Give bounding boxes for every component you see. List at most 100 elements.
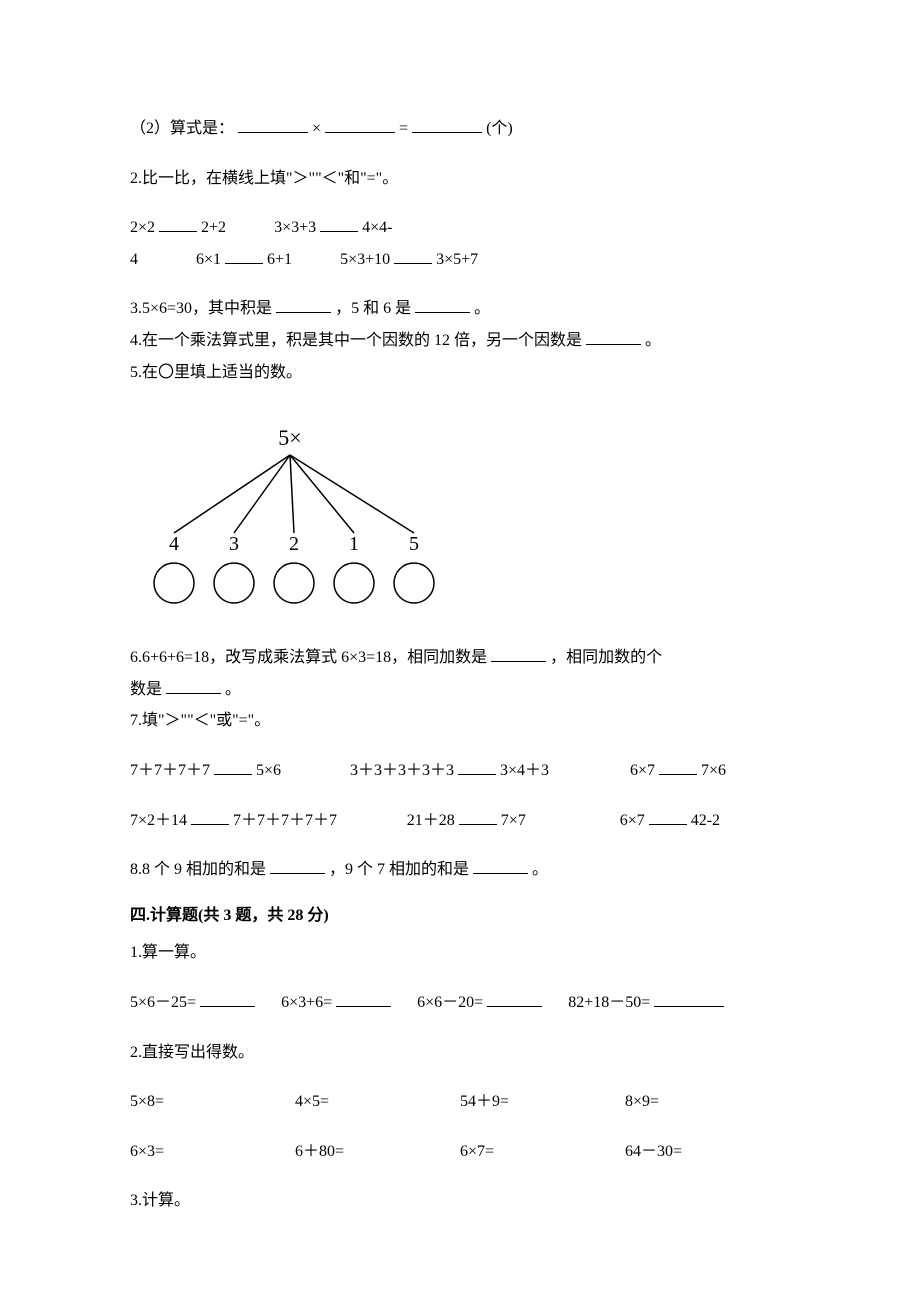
q7-r1-0-r: 5×6 — [256, 762, 281, 779]
q7-r2-1-r: 7×7 — [501, 812, 526, 829]
q2-row2b-left: 5×3+10 — [340, 251, 390, 268]
q-expr-line: （2）算式是： × = (个) — [130, 116, 790, 142]
fill-blank[interactable] — [458, 758, 496, 775]
section4-s1-row: 5×6－25= 6×3+6= 6×6－20= 82+18－50= — [130, 990, 790, 1016]
q-expr-prefix: （2）算式是： — [130, 120, 234, 137]
q7-r2-2-r: 42-2 — [691, 812, 720, 829]
q2-row2a-right: 6+1 — [267, 251, 292, 268]
tree-diagram-svg: 5× 4 3 2 1 5 — [130, 415, 450, 615]
fill-blank[interactable] — [276, 296, 331, 313]
fill-blank[interactable] — [659, 758, 697, 775]
q7-r2-1-l: 21＋28 — [407, 812, 455, 829]
q2-row2b-right: 3×5+7 — [436, 251, 478, 268]
fill-blank[interactable] — [159, 215, 197, 232]
fill-blank[interactable] — [487, 990, 542, 1007]
q4-line: 4.在一个乘法算式里，积是其中一个因数的 12 倍，另一个因数是 。 — [130, 328, 790, 354]
s2-r1-3: 8×9= — [625, 1089, 790, 1115]
fill-blank[interactable] — [394, 247, 432, 264]
s2-r2-3: 64－30= — [625, 1139, 790, 1165]
fill-blank[interactable] — [649, 808, 687, 825]
svg-text:2: 2 — [289, 533, 299, 555]
q7-row2: 7×2＋14 7＋7＋7＋7＋7 21＋28 7×7 6×7 42-2 — [130, 808, 790, 834]
q7-row1: 7＋7＋7＋7 5×6 3＋3＋3＋3＋3 3×4＋3 6×7 7×6 — [130, 758, 790, 784]
fill-blank[interactable] — [214, 758, 252, 775]
q7-r2-0-l: 7×2＋14 — [130, 812, 187, 829]
q-expr-suffix: (个) — [486, 120, 513, 137]
q2-row1b-left: 3×3+3 — [274, 219, 316, 236]
q7-r1-2-r: 7×6 — [701, 762, 726, 779]
section4-s2-row1: 5×8= 4×5= 54＋9= 8×9= — [130, 1089, 790, 1115]
s2-r2-1: 6＋80= — [295, 1139, 460, 1165]
q6-a: 6.6+6+6=18，改写成乘法算式 6×3=18，相同加数是 — [130, 649, 487, 666]
svg-text:5: 5 — [409, 533, 419, 555]
fill-blank[interactable] — [238, 116, 308, 133]
s1-item1: 6×3+6= — [281, 994, 332, 1011]
q7-r1-0-l: 7＋7＋7＋7 — [130, 762, 210, 779]
s2-r1-1: 4×5= — [295, 1089, 460, 1115]
q5-diagram: 5× 4 3 2 1 5 — [130, 415, 790, 615]
fill-blank[interactable] — [586, 328, 641, 345]
q4-a: 4.在一个乘法算式里，积是其中一个因数的 12 倍，另一个因数是 — [130, 332, 582, 349]
fill-blank[interactable] — [200, 990, 255, 1007]
s2-r2-2: 6×7= — [460, 1139, 625, 1165]
q6-line2: 数是 。 — [130, 677, 790, 703]
q2-row1: 2×2 2+2 3×3+3 4×4- — [130, 215, 790, 241]
q2-row2a-left: 6×1 — [196, 251, 221, 268]
q2-row1a-right: 2+2 — [201, 219, 226, 236]
fill-blank[interactable] — [459, 808, 497, 825]
fill-blank[interactable] — [412, 116, 482, 133]
section4-s2-row2: 6×3= 6＋80= 6×7= 64－30= — [130, 1139, 790, 1165]
fill-blank[interactable] — [320, 215, 358, 232]
s2-r1-2: 54＋9= — [460, 1089, 625, 1115]
q7-r1-1-r: 3×4＋3 — [500, 762, 549, 779]
q6-c: 数是 — [130, 681, 162, 698]
fill-blank[interactable] — [473, 857, 528, 874]
q2-row2-first: 4 — [130, 251, 138, 268]
s2-r1-0: 5×8= — [130, 1089, 295, 1115]
q3-a: 3.5×6=30，其中积是 — [130, 300, 272, 317]
s2-r2-0: 6×3= — [130, 1139, 295, 1165]
fill-blank[interactable] — [491, 645, 546, 662]
q2-row2: 4 6×1 6+1 5×3+10 3×5+7 — [130, 247, 790, 273]
q7-r1-2-l: 6×7 — [630, 762, 655, 779]
fill-blank[interactable] — [225, 247, 263, 264]
document-page: （2）算式是： × = (个) 2.比一比，在横线上填"＞""＜"和"="。 2… — [0, 0, 920, 1302]
section4-s1-label: 1.算一算。 — [130, 940, 790, 966]
fill-blank[interactable] — [336, 990, 391, 1007]
s1-item0: 5×6－25= — [130, 994, 196, 1011]
section4-s3-label: 3.计算。 — [130, 1188, 790, 1214]
fill-blank[interactable] — [270, 857, 325, 874]
q-expr-mid1: × — [312, 120, 321, 137]
q2-row1a-left: 2×2 — [130, 219, 155, 236]
fill-blank[interactable] — [325, 116, 395, 133]
svg-text:3: 3 — [229, 533, 239, 555]
q-expr-mid2: = — [399, 120, 408, 137]
fill-blank[interactable] — [415, 296, 470, 313]
q6-d: 。 — [225, 681, 241, 698]
q3-c: 。 — [474, 300, 490, 317]
q2-row1b-right: 4×4- — [362, 219, 392, 236]
q6-line1: 6.6+6+6=18，改写成乘法算式 6×3=18，相同加数是 ，相同加数的个 — [130, 645, 790, 671]
svg-text:5×: 5× — [278, 425, 301, 450]
q3-b: ，5 和 6 是 — [335, 300, 411, 317]
fill-blank[interactable] — [191, 808, 229, 825]
q3-line: 3.5×6=30，其中积是 ，5 和 6 是 。 — [130, 296, 790, 322]
s1-item3: 82+18－50= — [568, 994, 650, 1011]
q8-line: 8.8 个 9 相加的和是 ，9 个 7 相加的和是 。 — [130, 857, 790, 883]
q5-label: 5.在〇里填上适当的数。 — [130, 360, 790, 386]
s1-item2: 6×6－20= — [417, 994, 483, 1011]
svg-text:1: 1 — [349, 533, 359, 555]
q6-b: ，相同加数的个 — [550, 649, 662, 666]
q8-b: ，9 个 7 相加的和是 — [329, 861, 469, 878]
q2-label: 2.比一比，在横线上填"＞""＜"和"="。 — [130, 166, 790, 192]
q7-label: 7.填"＞""＜"或"="。 — [130, 708, 790, 734]
section4-s2-label: 2.直接写出得数。 — [130, 1040, 790, 1066]
q7-r2-2-l: 6×7 — [620, 812, 645, 829]
q4-b: 。 — [645, 332, 661, 349]
section4-heading: 四.计算题(共 3 题，共 28 分) — [130, 903, 790, 929]
q7-r2-0-r: 7＋7＋7＋7＋7 — [233, 812, 337, 829]
q8-a: 8.8 个 9 相加的和是 — [130, 861, 266, 878]
fill-blank[interactable] — [654, 990, 724, 1007]
svg-text:4: 4 — [169, 533, 179, 555]
fill-blank[interactable] — [166, 677, 221, 694]
